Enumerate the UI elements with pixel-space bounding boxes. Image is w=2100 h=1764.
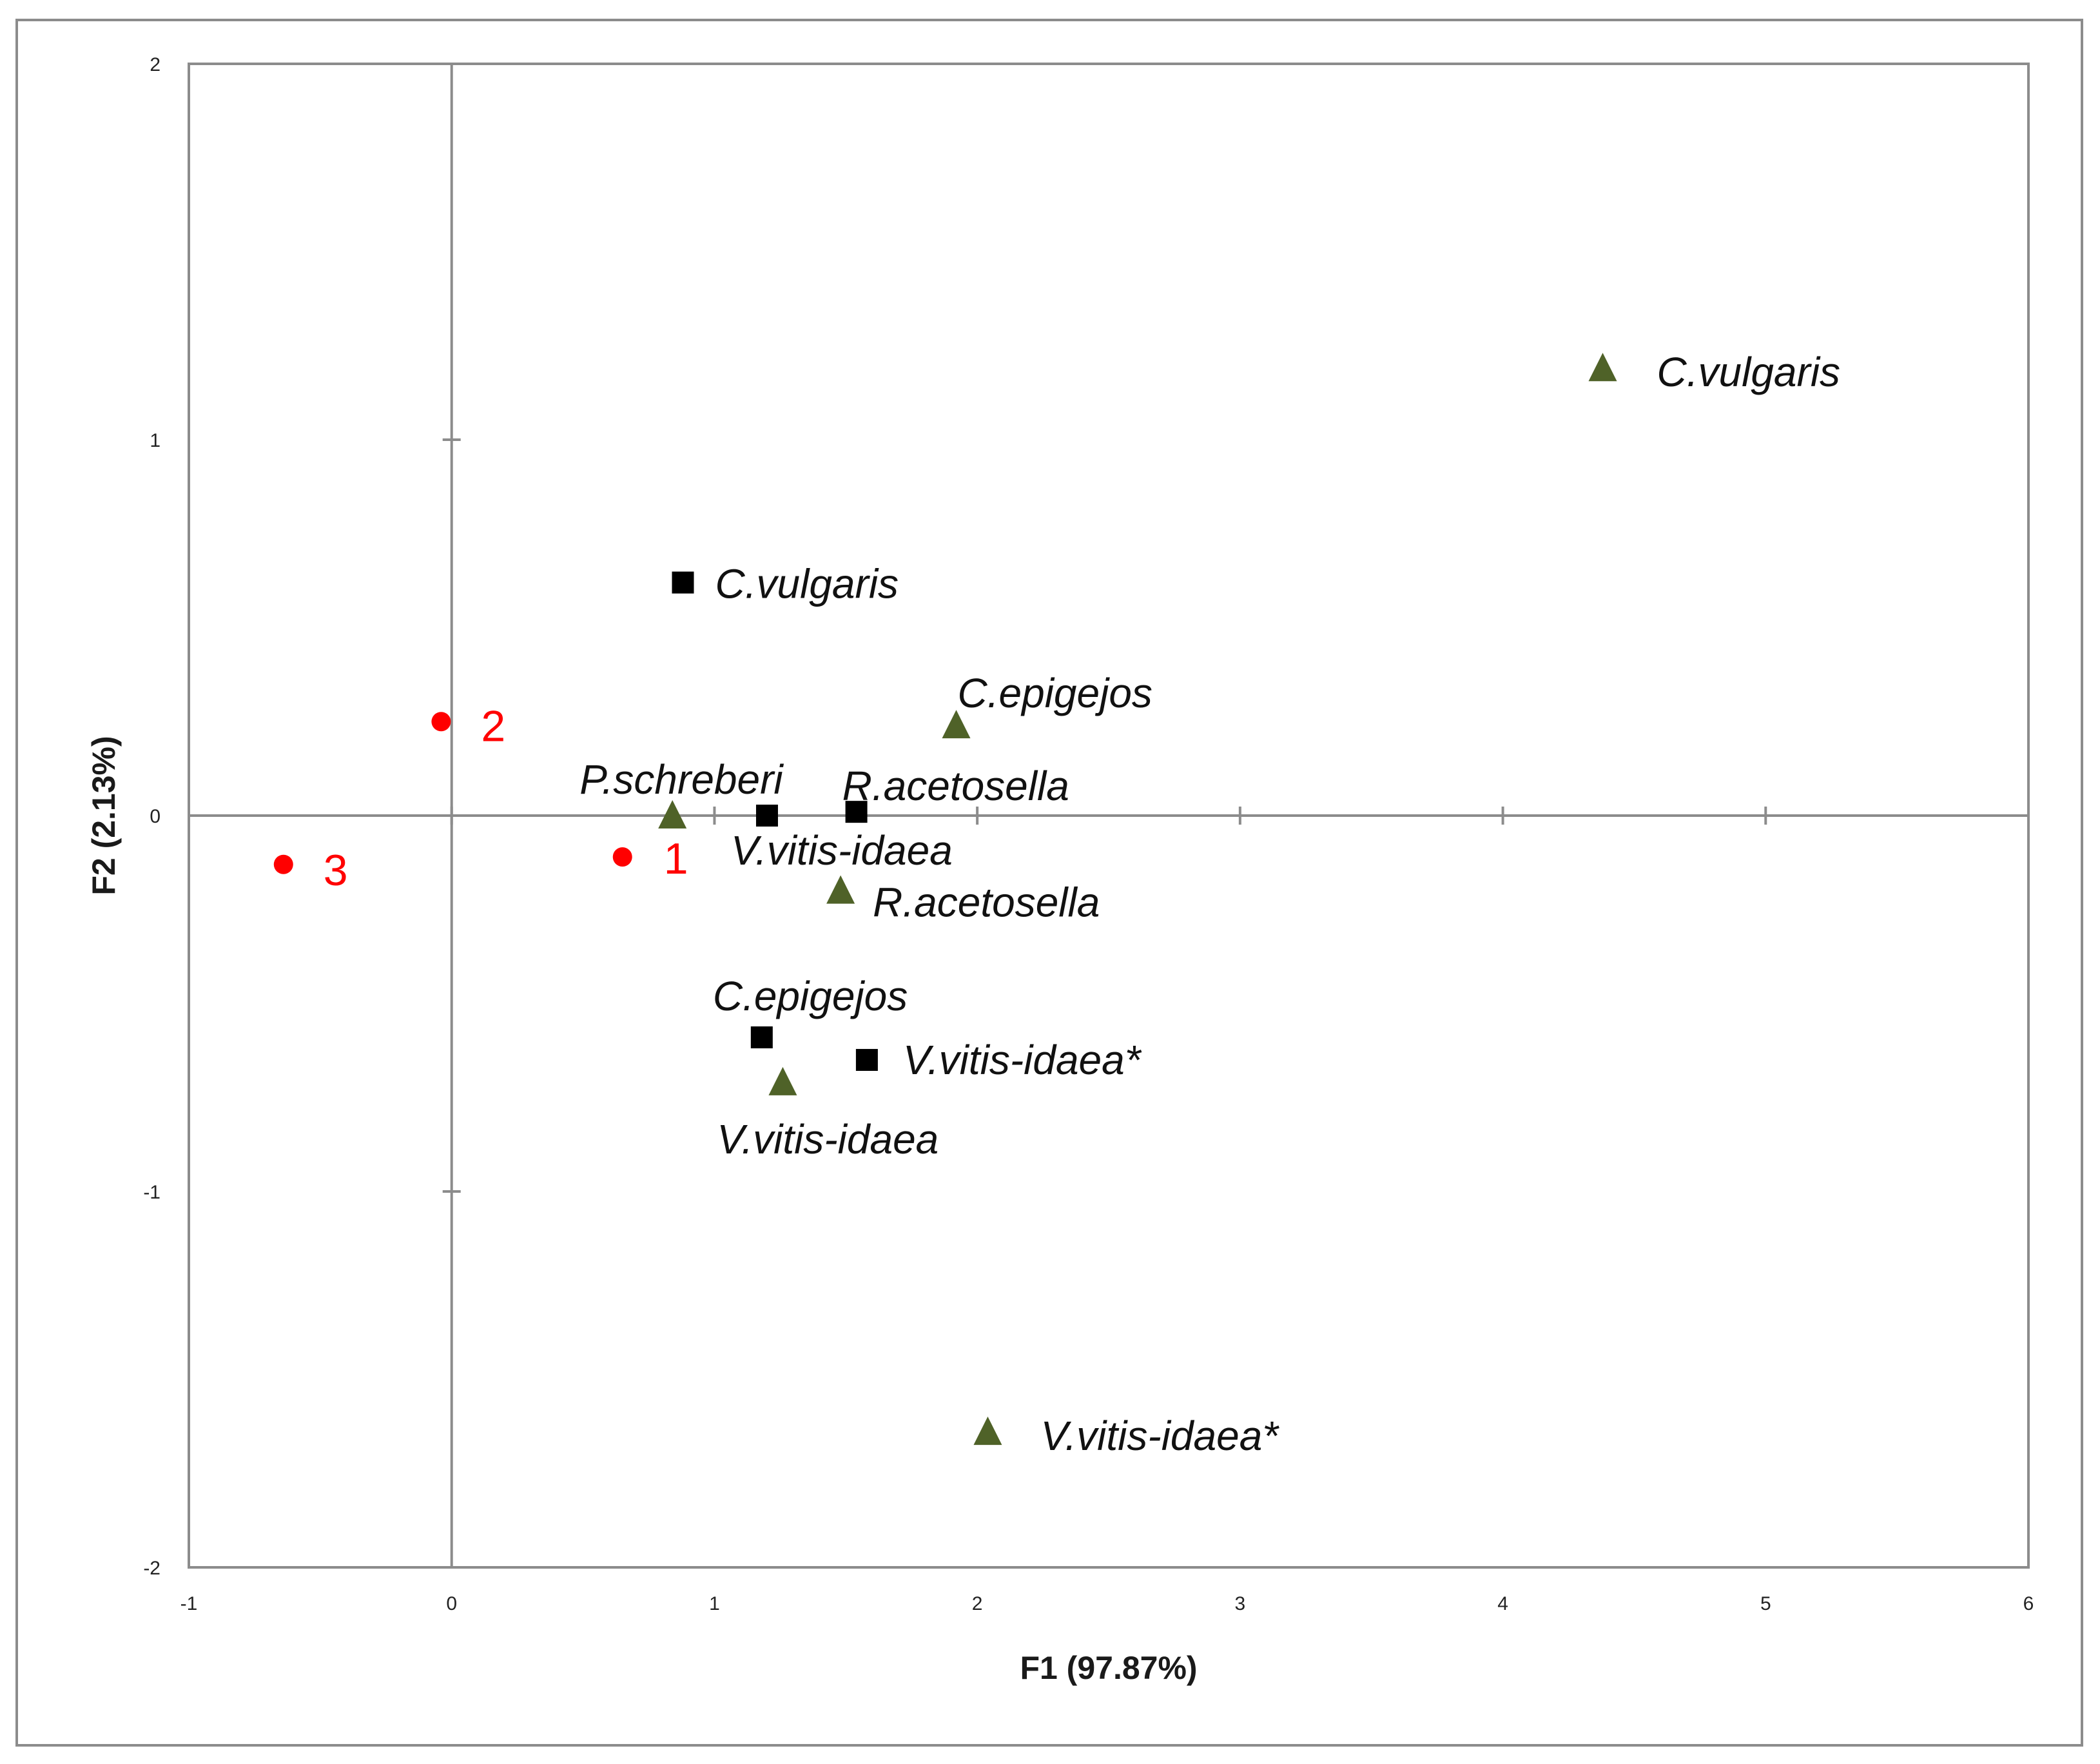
axes-layer [189, 64, 2028, 1567]
y-tick-label: -2 [143, 1558, 160, 1579]
y-tick-label: 1 [150, 430, 160, 451]
site-label: 2 [481, 701, 505, 750]
x-tick-label: 3 [1235, 1593, 1246, 1614]
x-tick-label: -1 [180, 1593, 198, 1614]
y-tick-label: 0 [150, 806, 160, 827]
species-label: V.vitis-idaea [731, 827, 953, 874]
species-label: V.vitis-idaea* [903, 1037, 1142, 1083]
site-point [273, 854, 293, 874]
triangle-point [658, 800, 687, 828]
species-label: R.acetosella [842, 763, 1069, 809]
square-point [750, 1026, 773, 1048]
triangle-point [942, 710, 971, 739]
x-tick-label: 1 [709, 1593, 720, 1614]
species-label: R.acetosella [873, 879, 1100, 926]
species-label: C.epigejos [958, 670, 1152, 716]
y-axis-title: F2 (2.13%) [86, 736, 122, 895]
species-label: C.vulgaris [715, 561, 899, 607]
x-tick-label: 5 [1760, 1593, 1771, 1614]
y-tick-label: -1 [143, 1182, 160, 1203]
square-point [845, 801, 868, 823]
point-labels: 1 2 3 C.vulgaris V.vitis-idaea R.acetosella C.… [324, 349, 1840, 1459]
triangle-point [1588, 353, 1617, 382]
triangle-point [826, 875, 855, 904]
x-tick-label: 0 [446, 1593, 457, 1614]
site-point [431, 712, 451, 732]
species-label: P.schreberi [579, 756, 784, 803]
site-label: 3 [324, 846, 348, 895]
triangle-point [973, 1416, 1002, 1446]
site-point [612, 847, 632, 867]
species-label: C.vulgaris [1657, 349, 1841, 395]
tick-labels: -1 0 1 2 3 4 5 6 2 1 0 -1 -2 [143, 54, 2034, 1614]
square-point [855, 1048, 878, 1071]
square-point [755, 805, 778, 827]
site-label: 1 [664, 834, 688, 883]
x-axis-title: F1 (97.87%) [1020, 1650, 1197, 1686]
species-label: C.epigejos [713, 973, 908, 1019]
data-points [273, 353, 1617, 1446]
x-tick-label: 6 [2023, 1593, 2034, 1614]
x-tick-label: 4 [1497, 1593, 1508, 1614]
y-tick-label: 2 [150, 54, 160, 75]
square-point [672, 571, 694, 594]
species-label: V.vitis-idaea [717, 1116, 938, 1162]
triangle-point [768, 1066, 797, 1095]
x-tick-label: 2 [972, 1593, 983, 1614]
species-label: V.vitis-idaea* [1040, 1413, 1279, 1459]
